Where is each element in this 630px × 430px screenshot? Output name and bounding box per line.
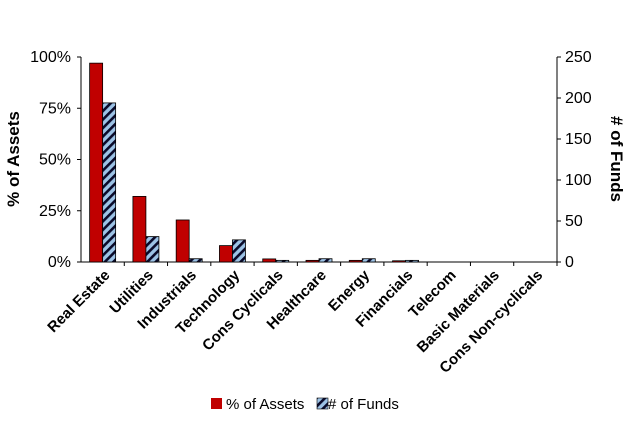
y2-tick-label: 0 [565, 254, 574, 271]
y2-tick-label: 50 [565, 213, 583, 230]
y-axis-title: % of Assets [4, 111, 23, 207]
plot-area: 0% 25% 50% 75% 100% 0 50 100 150 200 250 Real Estat… [30, 49, 592, 377]
bar-funds [232, 239, 246, 263]
bar-funds [145, 236, 160, 263]
bar-assets [89, 62, 104, 263]
bar-assets [348, 259, 363, 263]
bar-assets [175, 219, 190, 263]
y2-tick-label: 200 [565, 90, 592, 107]
bar-funds [361, 258, 376, 263]
legend-swatch-funds [316, 397, 329, 410]
legend-label-funds: # of Funds [328, 396, 399, 413]
y-tick-label: 25% [39, 203, 71, 220]
bar-funds [275, 259, 290, 263]
y-tick-label: 75% [39, 100, 71, 117]
x-tick-label: Real Estate [44, 267, 113, 336]
legend-label-assets: % of Assets [226, 396, 304, 413]
legend: % of Assets # of Funds [211, 396, 399, 413]
bar-assets [392, 260, 406, 263]
y-tick-label: 50% [39, 152, 71, 169]
y2-tick-label: 150 [565, 131, 592, 148]
bar-assets [219, 245, 233, 263]
bar-funds [102, 102, 117, 263]
y2-tick-label: 100 [565, 172, 592, 189]
y2-axis-title: # of Funds [607, 116, 626, 202]
y2-tick-label: 250 [565, 49, 592, 66]
bar-assets [262, 258, 277, 263]
bar-assets [132, 195, 147, 263]
bar-funds [188, 258, 203, 263]
y-tick-label: 100% [30, 49, 71, 66]
legend-swatch-assets [211, 398, 222, 409]
bar-assets [305, 259, 320, 263]
bar-funds [318, 258, 333, 263]
bar-funds [405, 259, 419, 263]
y-tick-label: 0% [48, 254, 71, 271]
